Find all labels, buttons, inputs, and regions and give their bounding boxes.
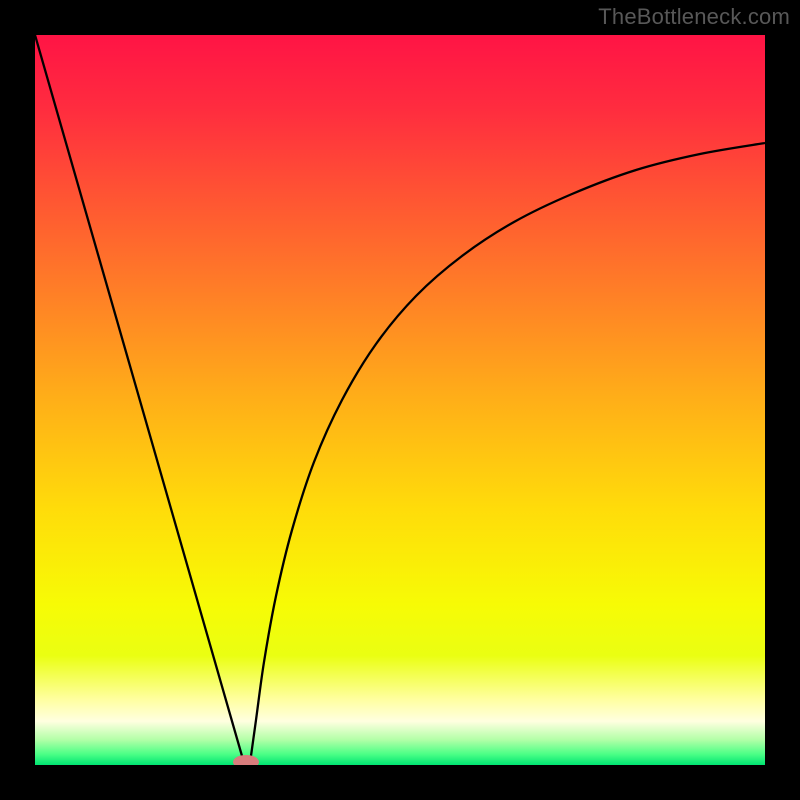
plot-background	[35, 35, 765, 765]
watermark-text: TheBottleneck.com	[598, 4, 790, 30]
bottleneck-chart	[0, 0, 800, 800]
chart-container: TheBottleneck.com	[0, 0, 800, 800]
